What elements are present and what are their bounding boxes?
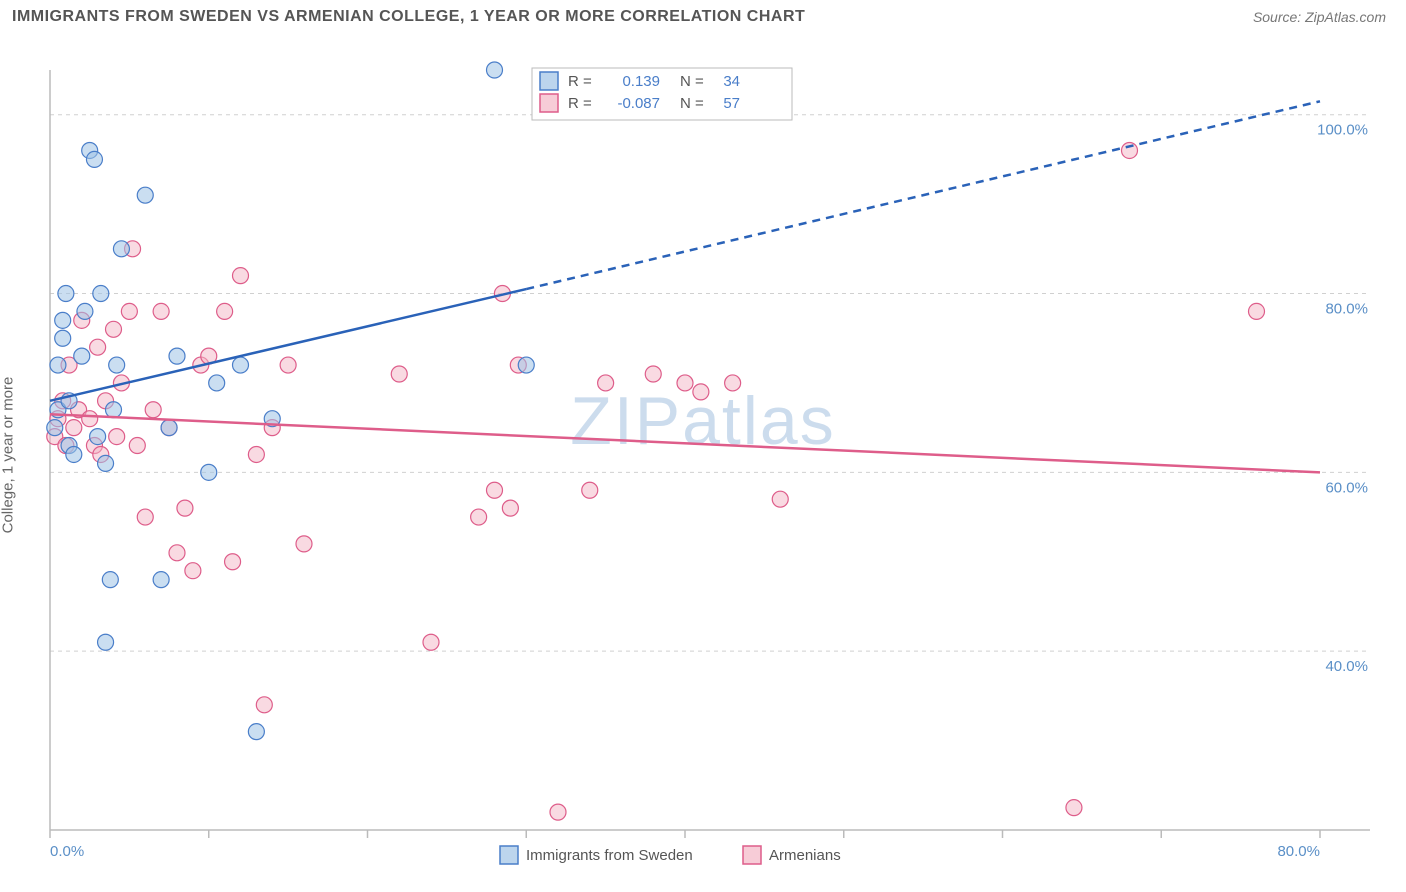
scatter-point (772, 491, 788, 507)
scatter-point (50, 357, 66, 373)
scatter-point (77, 303, 93, 319)
scatter-point (471, 509, 487, 525)
scatter-point (233, 357, 249, 373)
scatter-point (185, 563, 201, 579)
scatter-point (225, 554, 241, 570)
scatter-point (55, 312, 71, 328)
scatter-point (113, 241, 129, 257)
scatter-point (66, 446, 82, 462)
trendline-sweden-solid (50, 289, 526, 401)
scatter-plot-svg: 40.0% 60.0% 80.0% 100.0% 0.0% 80.0% R = 0.139 N … (0, 30, 1406, 890)
scatter-point (47, 420, 63, 436)
scatter-point (209, 375, 225, 391)
legend-label: Armenians (769, 847, 841, 864)
scatter-point (58, 286, 74, 302)
scatter-point (296, 536, 312, 552)
scatter-point (725, 375, 741, 391)
series-legend: Immigrants from Sweden Armenians (500, 846, 841, 864)
scatter-point (93, 286, 109, 302)
scatter-point (233, 268, 249, 284)
stats-legend: R = 0.139 N = 34 R = -0.087 N = 57 (532, 68, 792, 120)
scatter-point (217, 303, 233, 319)
y-grid-label: 60.0% (1325, 479, 1368, 496)
stat-value-n: 34 (723, 73, 740, 90)
scatter-point (137, 187, 153, 203)
legend-swatch (500, 846, 518, 864)
scatter-point (502, 500, 518, 516)
scatter-point (169, 545, 185, 561)
scatter-point (90, 339, 106, 355)
scatter-point (518, 357, 534, 373)
y-grid-label: 100.0% (1317, 122, 1368, 139)
scatter-point (423, 634, 439, 650)
scatter-point (153, 572, 169, 588)
stat-label-r: R = (568, 73, 592, 90)
stat-value-n: 57 (723, 95, 740, 112)
scatter-point (74, 348, 90, 364)
scatter-point (109, 357, 125, 373)
scatter-point (177, 500, 193, 516)
scatter-point (645, 366, 661, 382)
x-tick-label: 0.0% (50, 843, 84, 860)
scatter-point (109, 429, 125, 445)
scatter-point (161, 420, 177, 436)
scatter-point (137, 509, 153, 525)
scatter-point (693, 384, 709, 400)
scatter-point (582, 482, 598, 498)
legend-swatch (540, 72, 558, 90)
scatter-point (1122, 142, 1138, 158)
scatter-point (280, 357, 296, 373)
source-attribution: Source: ZipAtlas.com (1253, 9, 1386, 25)
trendline-armenians (50, 414, 1320, 472)
scatter-point (248, 446, 264, 462)
scatter-point (106, 321, 122, 337)
scatter-point (129, 438, 145, 454)
legend-swatch (540, 94, 558, 112)
chart-title: IMMIGRANTS FROM SWEDEN VS ARMENIAN COLLE… (12, 8, 805, 26)
stat-label-r: R = (568, 95, 592, 112)
scatter-point (121, 303, 137, 319)
scatter-point (677, 375, 693, 391)
legend-swatch (743, 846, 761, 864)
scatter-point (82, 411, 98, 427)
scatter-point (598, 375, 614, 391)
scatter-point (550, 804, 566, 820)
stat-label-n: N = (680, 73, 704, 90)
scatter-point (256, 697, 272, 713)
scatter-point (153, 303, 169, 319)
scatter-point (1249, 303, 1265, 319)
trendline-sweden-dashed (526, 101, 1320, 289)
stat-value-r: 0.139 (622, 73, 660, 90)
scatter-point (248, 724, 264, 740)
y-grid-label: 40.0% (1325, 658, 1368, 675)
scatter-point (1066, 800, 1082, 816)
y-grid-label: 80.0% (1325, 301, 1368, 318)
scatter-point (98, 455, 114, 471)
stat-value-r: -0.087 (617, 95, 660, 112)
scatter-point (487, 62, 503, 78)
scatter-point (145, 402, 161, 418)
legend-label: Immigrants from Sweden (526, 847, 693, 864)
scatter-point (66, 420, 82, 436)
scatter-point (55, 330, 71, 346)
x-tick-label: 80.0% (1277, 843, 1320, 860)
scatter-point (98, 634, 114, 650)
scatter-point (201, 464, 217, 480)
scatter-point (169, 348, 185, 364)
scatter-point (102, 572, 118, 588)
scatter-point (86, 151, 102, 167)
chart-area: College, 1 year or more ZIPatlas 40.0%60… (0, 30, 1406, 880)
stat-label-n: N = (680, 95, 704, 112)
scatter-point (391, 366, 407, 382)
scatter-point (487, 482, 503, 498)
scatter-point (90, 429, 106, 445)
scatter-point (106, 402, 122, 418)
